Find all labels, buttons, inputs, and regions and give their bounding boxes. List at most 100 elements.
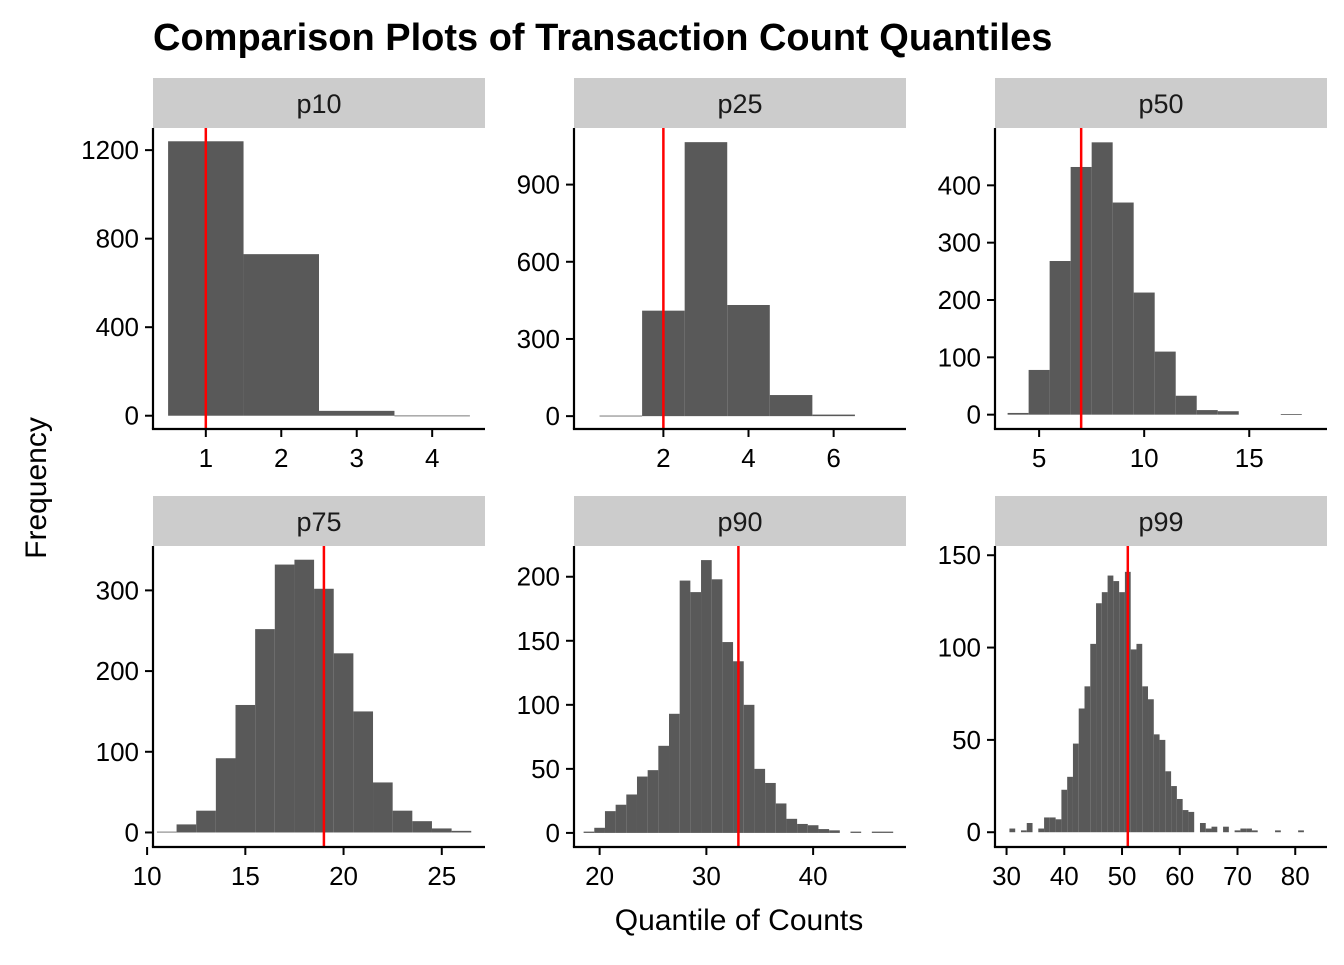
facet-strip-label: p50 xyxy=(1138,89,1183,119)
histogram-bar xyxy=(431,828,452,833)
histogram-bar xyxy=(1107,575,1114,833)
histogram-bar xyxy=(1240,828,1247,833)
x-tick-label: 20 xyxy=(585,861,614,891)
y-tick-label: 200 xyxy=(517,562,560,592)
histogram-bar xyxy=(215,758,236,833)
y-tick-label: 0 xyxy=(546,401,560,431)
x-tick-label: 3 xyxy=(349,443,363,473)
histogram-bar xyxy=(1205,828,1212,833)
y-tick-label: 200 xyxy=(938,285,981,315)
histogram-bar xyxy=(701,560,712,833)
y-tick-label: 0 xyxy=(967,400,981,430)
facet-strip xyxy=(574,496,906,546)
y-tick-label: 400 xyxy=(96,312,139,342)
histogram-bar xyxy=(1182,810,1189,833)
x-tick-label: 10 xyxy=(1130,443,1159,473)
facet-strip xyxy=(153,496,485,546)
facet-panel-p50: p50 0 100 200 300 400 5 10 15 xyxy=(938,78,1327,473)
histogram-bar xyxy=(1211,826,1218,833)
histogram-bar xyxy=(1275,830,1281,833)
histogram-bar xyxy=(1142,686,1149,833)
facet-panel-p10: p10 0 400 800 1200 1 2 3 4 xyxy=(81,78,485,473)
x-tick-label: 1 xyxy=(199,443,213,473)
y-tick-label: 300 xyxy=(938,228,981,258)
histogram-bar xyxy=(1136,643,1143,833)
histogram-bar xyxy=(1133,292,1155,415)
histogram-bar xyxy=(1153,734,1160,833)
facet-strip xyxy=(153,78,485,128)
histogram-bar xyxy=(394,415,470,417)
histogram-bar xyxy=(1113,581,1120,833)
histogram-bar xyxy=(1090,643,1097,833)
y-tick-label: 50 xyxy=(531,754,560,784)
histogram-bar xyxy=(196,810,216,833)
histogram-bar xyxy=(1038,828,1045,833)
histogram-bar xyxy=(786,818,798,833)
histogram-bar xyxy=(1112,202,1134,415)
histogram-bar xyxy=(1119,592,1125,833)
histogram-bar xyxy=(176,824,197,833)
x-tick-label: 15 xyxy=(1235,443,1264,473)
x-tick-label: 50 xyxy=(1108,861,1137,891)
histogram-bar xyxy=(775,803,787,833)
histogram-bar xyxy=(1154,351,1176,415)
histogram-bar xyxy=(797,823,808,833)
facet-strip-label: p99 xyxy=(1138,507,1183,537)
histogram-bar xyxy=(1171,786,1177,833)
histogram-bar xyxy=(812,414,855,417)
histogram-bar xyxy=(373,782,393,833)
x-tick-label: 70 xyxy=(1223,861,1252,891)
histogram-bar xyxy=(243,254,319,416)
histogram-bar xyxy=(1007,412,1029,415)
histogram-bar xyxy=(1196,410,1218,415)
x-tick-label: 2 xyxy=(274,443,288,473)
histogram-bar xyxy=(1280,414,1302,415)
histogram-bar xyxy=(658,745,670,833)
histogram-bar xyxy=(1026,822,1033,833)
histogram-bar xyxy=(1148,699,1154,833)
histogram-bar xyxy=(1049,261,1071,415)
histogram-bar xyxy=(626,794,637,833)
x-tick-label: 40 xyxy=(799,861,828,891)
histogram-bar xyxy=(850,831,862,833)
x-tick-label: 25 xyxy=(427,861,456,891)
histogram-bar xyxy=(690,592,702,833)
histogram-bar xyxy=(604,811,616,833)
histogram-bar xyxy=(829,830,840,833)
histogram-bar xyxy=(669,713,680,833)
facet-panel-p90: p90 0 50 100 150 200 20 30 40 xyxy=(517,496,906,891)
histogram-bar xyxy=(871,831,883,833)
histogram-bar xyxy=(1049,817,1056,833)
histogram-bar xyxy=(333,653,354,833)
y-tick-label: 1200 xyxy=(81,135,139,165)
x-tick-label: 80 xyxy=(1281,861,1310,891)
histogram-bar xyxy=(1217,411,1239,415)
y-tick-label: 100 xyxy=(938,633,981,663)
histogram-bar xyxy=(1101,592,1108,833)
y-tick-label: 200 xyxy=(96,656,139,686)
histogram-bar xyxy=(1234,830,1241,833)
facet-panel-p75: p75 0 100 200 300 10 15 20 25 xyxy=(96,496,485,891)
histogram-bar xyxy=(599,415,643,417)
x-tick-label: 4 xyxy=(425,443,439,473)
x-tick-label: 4 xyxy=(741,443,755,473)
x-tick-label: 10 xyxy=(133,861,162,891)
histogram-bar xyxy=(684,142,728,417)
histogram-bar xyxy=(1176,798,1183,833)
histogram-bar xyxy=(392,810,413,833)
x-tick-label: 5 xyxy=(1032,443,1046,473)
histogram-bar xyxy=(1246,828,1252,833)
x-tick-label: 40 xyxy=(1050,861,1079,891)
histogram-bar xyxy=(451,830,472,833)
histogram-bar xyxy=(1251,830,1258,833)
x-tick-label: 30 xyxy=(992,861,1021,891)
histogram-bar xyxy=(1044,817,1050,833)
x-tick-label: 15 xyxy=(231,861,260,891)
histogram-bar xyxy=(1055,819,1062,833)
histogram-bar xyxy=(818,829,830,833)
y-tick-label: 50 xyxy=(952,725,981,755)
facet-panel-p99: p99 0 50 100 150 30 40 50 60 70 80 xyxy=(938,496,1327,891)
y-tick-label: 100 xyxy=(938,342,981,372)
histogram-bar xyxy=(594,827,605,833)
